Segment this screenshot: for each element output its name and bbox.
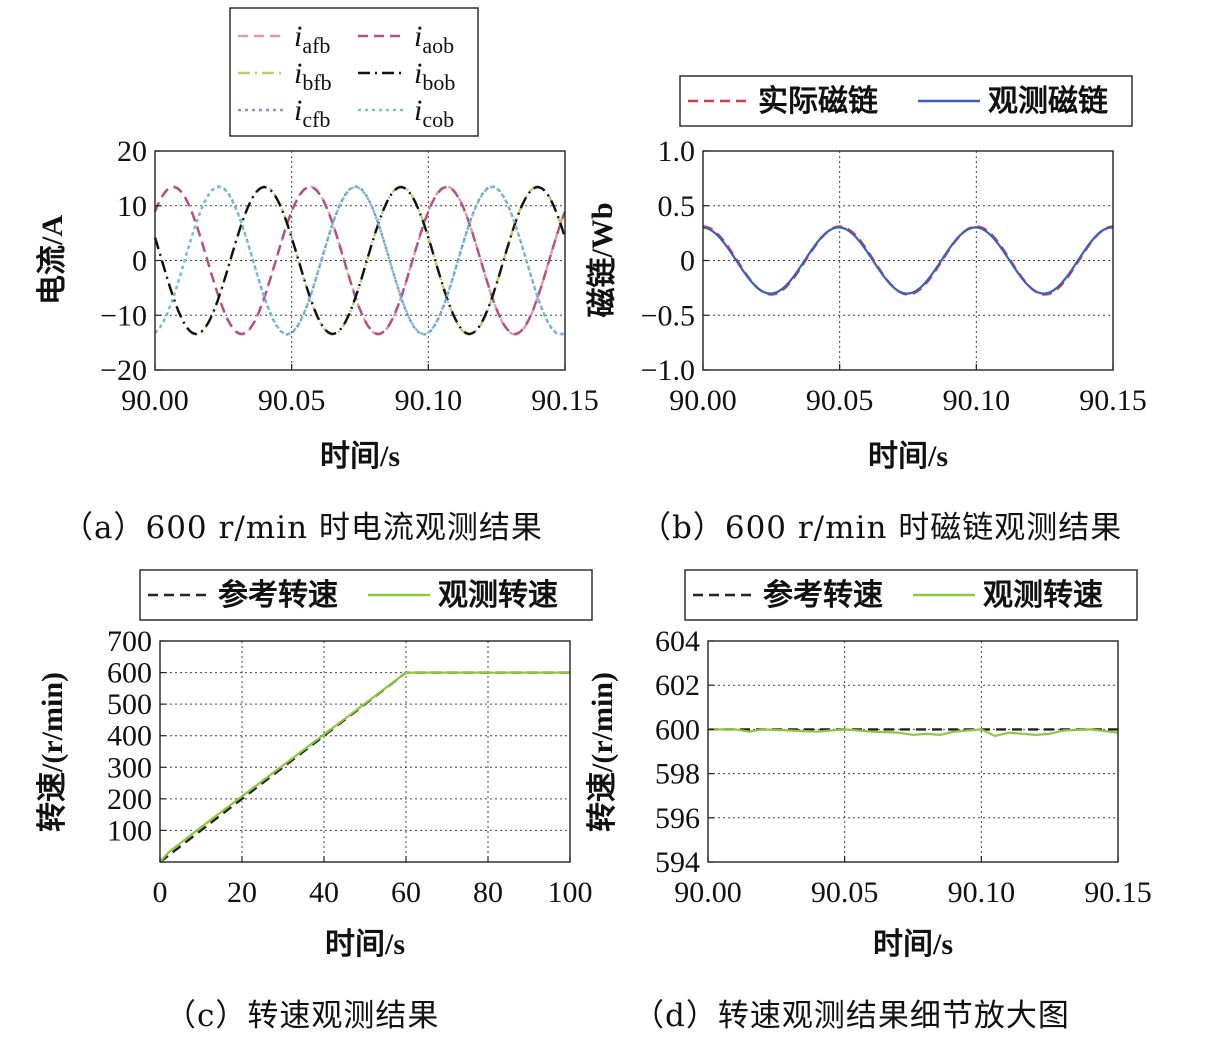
y-tick-label: 1.0 — [658, 135, 696, 168]
y-tick-label: 600 — [655, 713, 700, 746]
series-line-1 — [153, 186, 567, 335]
legend-label: iaob — [414, 20, 454, 58]
y-tick-label: 300 — [107, 751, 152, 784]
y-tick-label: 700 — [107, 625, 152, 658]
y-tick-label: 20 — [117, 135, 147, 168]
x-tick-label: 90.00 — [121, 384, 189, 417]
x-tick-label: 90.10 — [395, 384, 463, 417]
x-axis-label: 时间/s — [325, 928, 405, 961]
y-tick-label: −20 — [100, 354, 147, 387]
y-tick-label: 602 — [655, 669, 700, 702]
plot-frame — [707, 640, 1119, 863]
y-axis-label: 磁链/Wb — [585, 202, 619, 317]
legend-label: icfb — [294, 94, 330, 132]
y-tick-label: 100 — [107, 814, 152, 847]
plot-area — [160, 641, 570, 862]
series-line-5 — [154, 185, 566, 336]
caption-a: （a）600 r/min 时电流观测结果 — [62, 510, 543, 546]
legend-label: ibfb — [294, 57, 332, 95]
y-tick-label: 0 — [132, 245, 147, 278]
plot-area — [708, 641, 1118, 862]
chart-c: 0 20 40 60 80 100100200300400500600700时间/s转速/… — [36, 569, 593, 961]
y-tick-label: 604 — [655, 625, 700, 658]
x-axis-label: 时间/s — [873, 928, 953, 961]
x-tick-label: 40 — [309, 876, 339, 909]
legend: 参考转速 观测转速 — [139, 569, 593, 621]
y-tick-label: 598 — [655, 758, 700, 791]
legend: iafb iaob ibfb ibob icfb icob — [229, 7, 479, 137]
legend-box — [679, 75, 1133, 127]
y-tick-label: 400 — [107, 720, 152, 753]
legend-box — [139, 569, 593, 621]
y-tick-label: −1.0 — [641, 354, 695, 387]
y-tick-label: 500 — [107, 688, 152, 721]
chart-a: 90.00 90.05 90.10 90.15 −20 −10 0 10 20 时间/s 电流/A i… — [36, 7, 599, 473]
y-tick-label: 600 — [107, 657, 152, 690]
legend-label: 参考转速 — [218, 579, 338, 612]
legend-label: 观测转速 — [983, 579, 1103, 612]
caption-d: （d）转速观测结果细节放大图 — [633, 998, 1070, 1034]
y-axis-label: 电流/A — [36, 215, 69, 305]
legend-label: iafb — [294, 20, 330, 58]
legend-label: icob — [414, 94, 454, 132]
legend-label: 实际磁链 — [758, 84, 878, 118]
plot-frame — [159, 640, 571, 863]
x-tick-label: 90.05 — [258, 384, 326, 417]
x-tick-label: 90.00 — [669, 384, 737, 417]
y-tick-label: 0.5 — [658, 190, 696, 223]
legend-label: 观测磁链 — [988, 84, 1108, 118]
x-tick-label: 90.10 — [943, 384, 1011, 417]
x-tick-label: 90.05 — [806, 384, 874, 417]
x-tick-label: 90.05 — [811, 876, 879, 909]
y-tick-label: 200 — [107, 783, 152, 816]
y-axis-label: 转速/(r/min) — [36, 672, 69, 832]
legend: 实际磁链 观测磁链 — [679, 75, 1133, 127]
x-tick-label: 0 — [153, 876, 168, 909]
x-tick-label: 90.15 — [1084, 876, 1152, 909]
legend: 参考转速 观测转速 — [684, 569, 1138, 621]
legend-label: 参考转速 — [763, 579, 883, 612]
y-tick-label: 594 — [655, 846, 700, 879]
chart-d: 90.00 90.05 90.10 90.15 594 596 598 600 602 604 时间… — [586, 569, 1152, 961]
legend-box — [684, 569, 1138, 621]
caption-c: （c）转速观测结果 — [165, 998, 440, 1034]
caption-b: （b）600 r/min 时磁链观测结果 — [640, 510, 1123, 546]
chart-b: 90.00 90.05 90.10 90.15 −1.0 −0.5 0 0.5 1.0 时间/s 磁… — [585, 75, 1147, 473]
x-tick-label: 90.15 — [1079, 384, 1147, 417]
y-tick-label: 10 — [117, 190, 147, 223]
x-axis-label: 时间/s — [320, 440, 400, 473]
y-tick-label: 596 — [655, 802, 700, 835]
x-tick-label: 90.10 — [948, 876, 1016, 909]
legend-label: ibob — [414, 57, 455, 95]
y-tick-label: −10 — [100, 299, 147, 332]
y-axis-label: 转速/(r/min) — [586, 672, 619, 832]
x-tick-label: 60 — [391, 876, 421, 909]
series-line-1 — [702, 226, 1114, 295]
x-tick-label: 20 — [227, 876, 257, 909]
y-tick-label: 0 — [680, 245, 695, 278]
series-line-1 — [708, 728, 1119, 738]
x-tick-label: 80 — [473, 876, 503, 909]
x-tick-label: 90.00 — [674, 876, 742, 909]
series-line-1 — [159, 671, 570, 863]
legend-label: 观测转速 — [438, 579, 558, 612]
x-tick-label: 100 — [548, 876, 593, 909]
x-tick-label: 90.15 — [531, 384, 599, 417]
y-tick-label: −0.5 — [641, 299, 695, 332]
x-axis-label: 时间/s — [868, 440, 948, 473]
